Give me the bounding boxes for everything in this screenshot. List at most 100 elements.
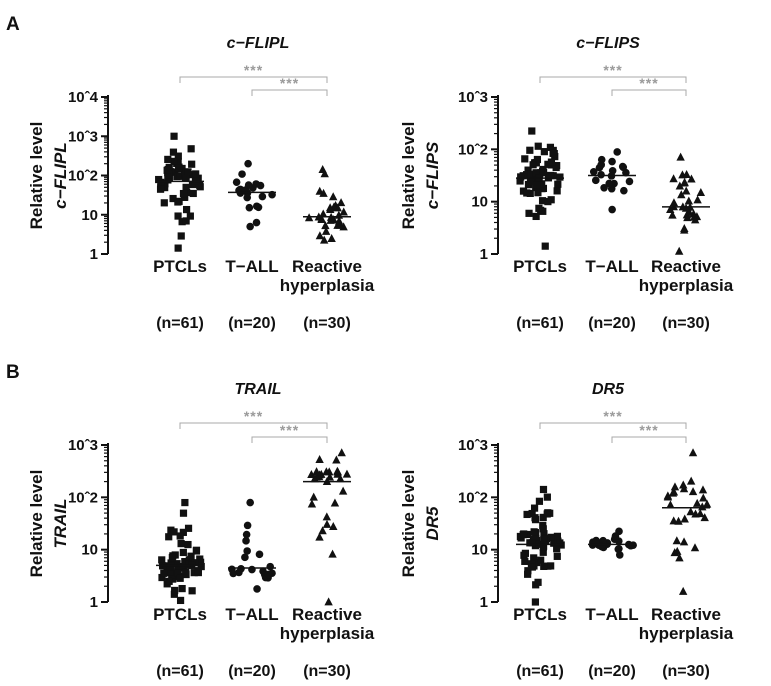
data-point-triangle xyxy=(329,522,338,531)
data-point-triangle xyxy=(666,204,675,213)
data-point-circle xyxy=(266,562,275,571)
n-label: (n=20) xyxy=(228,315,276,332)
data-point-triangle xyxy=(325,472,335,481)
data-point-circle xyxy=(620,186,628,195)
y-axis-label-gene: DR5 xyxy=(423,506,442,541)
data-point-triangle xyxy=(336,220,345,229)
data-point-square xyxy=(156,185,165,193)
data-point-circle xyxy=(589,167,598,176)
data-point-square xyxy=(556,539,564,547)
data-point-square xyxy=(531,514,539,522)
y-tick-label: 10 xyxy=(471,542,488,559)
data-point-circle xyxy=(258,192,267,201)
significance-bracket xyxy=(179,422,328,429)
data-point-circle xyxy=(600,183,608,192)
data-point-square xyxy=(171,168,179,176)
data-point-square xyxy=(184,540,192,549)
data-point-square xyxy=(179,563,187,571)
data-point-square xyxy=(194,567,202,575)
data-point-circle xyxy=(618,162,627,171)
data-point-circle xyxy=(605,179,614,188)
data-point-triangle xyxy=(674,246,684,255)
y-tick-label: 10ˆ2 xyxy=(68,489,98,506)
y-tick-label: 10ˆ3 xyxy=(458,89,488,106)
data-point-triangle xyxy=(672,536,682,545)
data-point-triangle xyxy=(678,586,688,595)
data-point-square xyxy=(164,155,172,164)
data-point-square xyxy=(174,198,182,206)
data-point-triangle xyxy=(315,532,324,541)
y-tick-label: 10ˆ3 xyxy=(68,437,98,454)
data-point-square xyxy=(166,562,175,571)
data-point-square xyxy=(187,552,195,560)
data-point-square xyxy=(541,242,549,250)
n-label: (n=61) xyxy=(156,315,204,332)
data-point-square xyxy=(532,212,540,221)
data-point-triangle xyxy=(684,196,694,205)
data-point-square xyxy=(540,530,548,538)
chart-title: c−FLIPL xyxy=(227,35,290,52)
data-point-circle xyxy=(248,565,256,574)
data-point-square xyxy=(181,193,189,201)
data-point-square xyxy=(173,560,181,568)
data-point-square xyxy=(178,584,186,593)
data-point-square xyxy=(170,132,178,140)
data-point-square xyxy=(177,539,185,548)
data-point-circle xyxy=(244,181,253,189)
data-point-triangle xyxy=(338,486,348,495)
data-point-square xyxy=(187,145,195,153)
data-point-circle xyxy=(608,205,616,214)
y-tick-label: 10 xyxy=(471,194,488,211)
data-point-square xyxy=(546,171,555,180)
data-point-circle xyxy=(254,203,263,212)
data-point-square xyxy=(526,146,534,154)
y-tick-label: 10ˆ4 xyxy=(68,89,99,106)
data-point-square xyxy=(174,569,182,577)
data-point-triangle xyxy=(315,231,325,240)
data-point-circle xyxy=(592,536,600,545)
data-point-square xyxy=(530,554,538,562)
data-point-square xyxy=(517,534,525,542)
data-point-triangle xyxy=(332,455,341,464)
data-point-square xyxy=(550,149,558,158)
data-point-square xyxy=(528,563,536,571)
data-point-square xyxy=(554,180,562,188)
data-point-triangle xyxy=(670,482,680,491)
data-point-triangle xyxy=(307,470,316,479)
data-point-square xyxy=(525,209,533,217)
chart-title: DR5 xyxy=(592,381,625,398)
data-point-square xyxy=(550,539,558,547)
data-point-triangle xyxy=(324,597,333,606)
y-tick-label: 10ˆ2 xyxy=(458,141,488,158)
n-label: (n=20) xyxy=(228,663,276,680)
data-point-square xyxy=(538,185,546,193)
data-point-square xyxy=(179,548,187,557)
data-point-square xyxy=(526,177,535,186)
data-point-triangle xyxy=(666,500,675,509)
data-point-triangle xyxy=(702,499,712,508)
data-point-triangle xyxy=(676,152,685,161)
data-point-triangle xyxy=(336,474,345,483)
data-point-square xyxy=(184,168,192,176)
data-point-triangle xyxy=(681,203,691,212)
data-point-square xyxy=(531,175,539,183)
chart-title: TRAIL xyxy=(234,381,281,398)
n-label: (n=30) xyxy=(303,315,351,332)
data-point-triangle xyxy=(690,543,700,552)
category-label: T−ALL xyxy=(225,257,278,276)
data-point-square xyxy=(188,160,196,168)
data-point-square xyxy=(160,569,168,577)
data-point-triangle xyxy=(337,448,346,457)
data-point-circle xyxy=(238,170,246,178)
data-point-triangle xyxy=(312,472,321,481)
panel-letter-a: A xyxy=(6,14,20,35)
data-point-square xyxy=(540,148,548,156)
data-point-square xyxy=(179,528,187,536)
y-axis-label: Relative level xyxy=(399,470,418,578)
data-point-circle xyxy=(264,570,273,579)
data-point-square xyxy=(174,212,182,220)
data-point-triangle xyxy=(675,181,685,190)
data-point-square xyxy=(547,158,556,166)
data-point-square xyxy=(165,577,173,585)
